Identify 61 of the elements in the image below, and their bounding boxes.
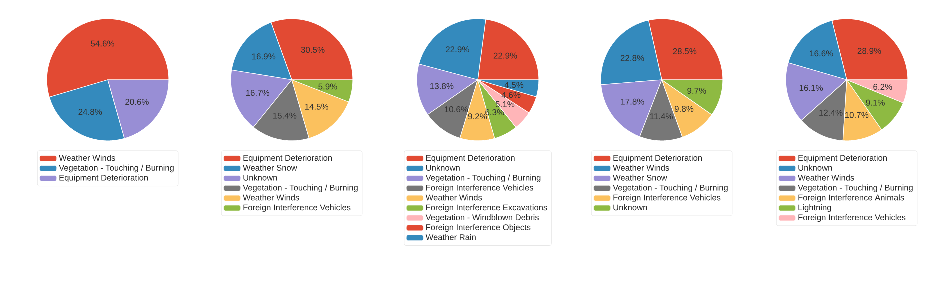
- data-label: 22.9%: [446, 46, 470, 53]
- data-label: 9.1%: [866, 100, 885, 106]
- legend-label: Equipment Deterioration: [60, 174, 148, 183]
- data-label: 14.5%: [305, 104, 329, 110]
- legend-label: Equipment Deterioration: [426, 154, 515, 163]
- data-label: 4.5%: [504, 82, 524, 88]
- data-label: 15.4%: [273, 112, 297, 119]
- data-label: 30.5%: [301, 47, 325, 54]
- data-label: 16.1%: [800, 85, 824, 92]
- data-label: 22.9%: [494, 52, 518, 59]
- legend-label: Foreign Interference Vehicles: [426, 184, 534, 192]
- legend-label: Weather Snow: [613, 174, 668, 181]
- data-label: 10.6%: [445, 106, 468, 113]
- legend-label: Unknown: [244, 174, 278, 181]
- legend-label: Weather Winds: [243, 194, 300, 201]
- legend-label: Foreign Interference Vehicles: [614, 194, 721, 202]
- data-label: 54.6%: [91, 40, 114, 47]
- data-label: 17.8%: [621, 98, 644, 105]
- legend-label: Foreign Interference Vehicles: [244, 204, 351, 212]
- data-label: 22.8%: [620, 55, 644, 62]
- legend-label: Vegetation - Touching / Burning: [426, 174, 541, 183]
- legend-label: Weather Rain: [426, 234, 476, 240]
- data-label: 16.6%: [810, 50, 834, 57]
- legend-label: Weather Winds: [613, 164, 670, 171]
- legend-label: Vegetation - Touching / Burning: [59, 164, 174, 173]
- legend-label: Foreign Interference Animals: [798, 194, 904, 202]
- data-label: 4.6%: [502, 92, 521, 98]
- data-label: 16.7%: [246, 90, 270, 96]
- legend-label: Vegetation - Touching / Burning: [243, 184, 358, 192]
- data-label: 6.2%: [874, 84, 892, 90]
- data-label: 20.6%: [126, 99, 149, 106]
- legend-label: Weather Winds: [59, 154, 116, 162]
- legend-label: Vegetation - Touching / Burning: [613, 184, 728, 192]
- data-label: 28.5%: [673, 48, 697, 54]
- legend-label: Equipment Deterioration: [614, 154, 702, 163]
- legend-label: Unknown: [614, 204, 648, 211]
- data-label: 13.8%: [430, 83, 454, 90]
- data-label: 5.9%: [318, 84, 338, 90]
- legend-label: Unknown: [798, 164, 832, 171]
- legend-label: Unknown: [426, 164, 460, 171]
- legend-label: Weather Winds: [426, 194, 482, 201]
- data-label: 5.1%: [496, 101, 515, 108]
- data-label: 9.7%: [688, 88, 706, 94]
- data-label: 16.9%: [252, 54, 276, 60]
- data-label: 28.9%: [858, 48, 882, 54]
- data-label: 11.4%: [650, 114, 673, 120]
- legend-label: Foreign Interference Excavations: [426, 204, 548, 212]
- data-label: 9.2%: [468, 114, 488, 120]
- legend-label: Foreign Interference Vehicles: [798, 214, 906, 222]
- data-label: 24.8%: [78, 109, 102, 116]
- legend-label: Foreign Interference Objects: [426, 224, 531, 232]
- legend-label: Vegetation - Touching / Burning: [798, 184, 913, 192]
- legend-label: Lightning: [798, 204, 832, 212]
- data-label: 12.4%: [820, 110, 843, 116]
- legend-label: Equipment Deterioration: [798, 154, 887, 163]
- data-label: 10.7%: [845, 112, 869, 118]
- legend-label: Equipment Deterioration: [244, 154, 332, 163]
- data-label: 9.8%: [674, 106, 694, 112]
- legend-label: Weather Winds: [798, 174, 854, 181]
- legend-label: Weather Snow: [243, 164, 298, 171]
- legend-label: Vegetation - Windblown Debris: [426, 214, 540, 222]
